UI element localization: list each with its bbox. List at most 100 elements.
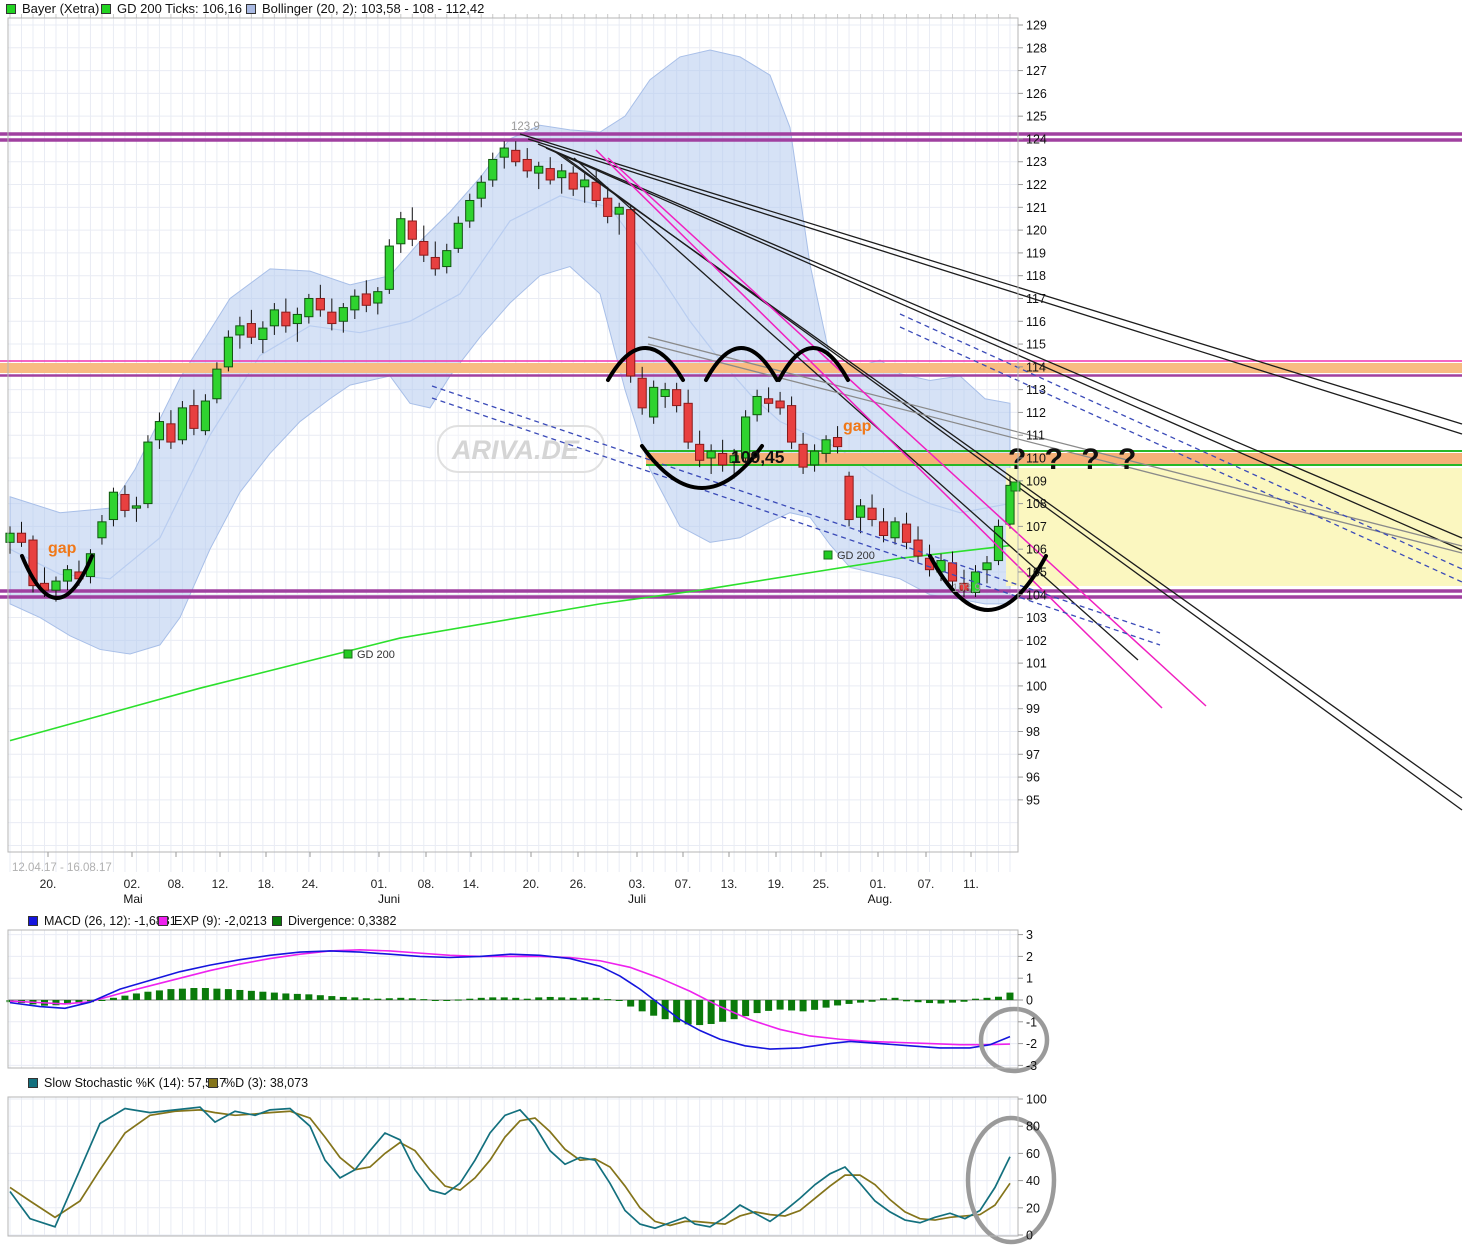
- chart-text: 125: [1026, 110, 1047, 124]
- macd-histogram-bar: [466, 998, 474, 1000]
- candle-body: [166, 423, 176, 443]
- candle-body: [614, 206, 624, 215]
- macd-histogram-bar: [592, 997, 600, 1000]
- macd-histogram-bar: [431, 1000, 439, 1001]
- macd-histogram-bar: [971, 998, 979, 1000]
- chart-text: Mai: [123, 892, 142, 906]
- bollinger-swatch: [246, 3, 256, 14]
- chart-text: 106: [1026, 543, 1047, 557]
- macd-signal-line: [9, 949, 1011, 1046]
- macd-histogram-bar: [489, 997, 497, 1000]
- macd-histogram-bar: [236, 989, 244, 1000]
- legend-item-stoch-k: Slow Stochastic %K (14): 57,517: [28, 1076, 226, 1090]
- candle-body: [786, 405, 797, 443]
- chart-text: 0: [1026, 1229, 1033, 1243]
- trendline: [545, 147, 1463, 551]
- legend-item-gd200-ticks: GD 200 Ticks: 106,16: [101, 1, 242, 16]
- chart-text: 109,45: [731, 447, 785, 467]
- trendline: [647, 343, 1463, 554]
- macd-histogram-bar: [178, 988, 186, 1000]
- chart-text: 07.: [918, 877, 935, 891]
- candle-body: [407, 220, 417, 240]
- candle-body: [154, 421, 165, 441]
- candle-body: [476, 181, 486, 199]
- chart-text: 102: [1026, 634, 1047, 648]
- candle-body: [683, 402, 693, 443]
- macd-histogram-bar: [949, 1000, 957, 1003]
- chart-text: 121: [1026, 201, 1047, 215]
- macd-histogram-bar: [523, 998, 531, 1000]
- macd-histogram-bar: [558, 997, 566, 1000]
- divergence-label: Divergence: 0,3382: [288, 914, 397, 928]
- exp-label: EXP (9): -2,0213: [174, 914, 267, 928]
- macd-histogram-bar: [52, 1000, 60, 1006]
- candle-body: [269, 309, 279, 327]
- bayer-series-label: Bayer (Xetra): [22, 1, 100, 16]
- candle-body: [212, 368, 222, 400]
- chart-text: 26.: [570, 877, 587, 891]
- bollinger-band: [9, 49, 1011, 655]
- candle-body: [281, 311, 291, 327]
- candle-body: [28, 539, 38, 587]
- macd-histogram-bar: [1006, 992, 1014, 1000]
- candle-body: [465, 199, 475, 222]
- macd-histogram-bar: [845, 1000, 853, 1004]
- macd-histogram-bar: [857, 1000, 865, 1003]
- macd-histogram-bar: [811, 1000, 819, 1010]
- candle-body: [637, 377, 647, 409]
- chart-text: 127: [1026, 64, 1047, 78]
- candle-body: [453, 222, 463, 249]
- candle-body: [729, 455, 739, 464]
- candle-body: [488, 158, 498, 181]
- chart-text: 126: [1026, 87, 1047, 101]
- candle-body: [350, 295, 360, 311]
- chart-text: 104: [1026, 588, 1047, 602]
- macd-histogram-bar: [604, 999, 612, 1001]
- chart-text: ? ? ? ?: [1008, 443, 1141, 476]
- chart-text: -2: [1026, 1037, 1037, 1051]
- macd-histogram-bar: [673, 1000, 681, 1023]
- macd-histogram-bar: [385, 998, 393, 1000]
- chart-text: 100: [1026, 1093, 1047, 1107]
- macd-histogram-bar: [397, 997, 405, 1000]
- candle-body: [982, 562, 992, 571]
- chart-text: 98: [1026, 725, 1040, 739]
- gd200-line: [9, 544, 1011, 742]
- macd-histogram-bar: [765, 1000, 773, 1011]
- stochastic-plot-frame: [7, 1096, 1019, 1237]
- candle-body: [292, 313, 302, 325]
- trendline: [899, 313, 1463, 570]
- candle-body: [430, 256, 440, 270]
- candle-body: [522, 158, 532, 172]
- chart-text: 128: [1026, 41, 1047, 55]
- macd-histogram-bar: [707, 1000, 715, 1024]
- trendline: [537, 143, 1463, 539]
- macd-plot-frame: [7, 929, 1019, 1069]
- macd-histogram-bar: [121, 995, 129, 1000]
- divergence-swatch: [272, 916, 282, 926]
- candle-body: [844, 475, 854, 521]
- macd-histogram-bar: [293, 993, 301, 1000]
- candle-body: [901, 523, 912, 543]
- chart-text: GD 200: [357, 649, 395, 661]
- chart-text: 08.: [418, 877, 435, 891]
- annotation-arc: [20, 554, 94, 600]
- macd-histogram-bar: [167, 989, 175, 1000]
- stoch-k-swatch: [28, 1078, 38, 1088]
- candle-body: [511, 149, 521, 163]
- candle-body: [913, 539, 923, 557]
- chart-text: 111: [1026, 429, 1045, 443]
- candle-body: [867, 507, 877, 521]
- candle-body: [499, 147, 509, 158]
- chart-text: 60: [1026, 1147, 1040, 1161]
- macd-histogram-bar: [328, 996, 336, 1000]
- chart-text: 103: [1026, 611, 1047, 625]
- candle-body: [878, 521, 889, 536]
- gd200-swatch: [101, 3, 111, 14]
- legend-item-bayer: Bayer (Xetra): [6, 1, 99, 16]
- chart-text: Juni: [378, 892, 400, 906]
- candle-body: [568, 172, 578, 190]
- annotation-arc: [704, 346, 779, 382]
- candle-body: [821, 439, 831, 454]
- stochastic-highlight-ellipse: [965, 1115, 1057, 1245]
